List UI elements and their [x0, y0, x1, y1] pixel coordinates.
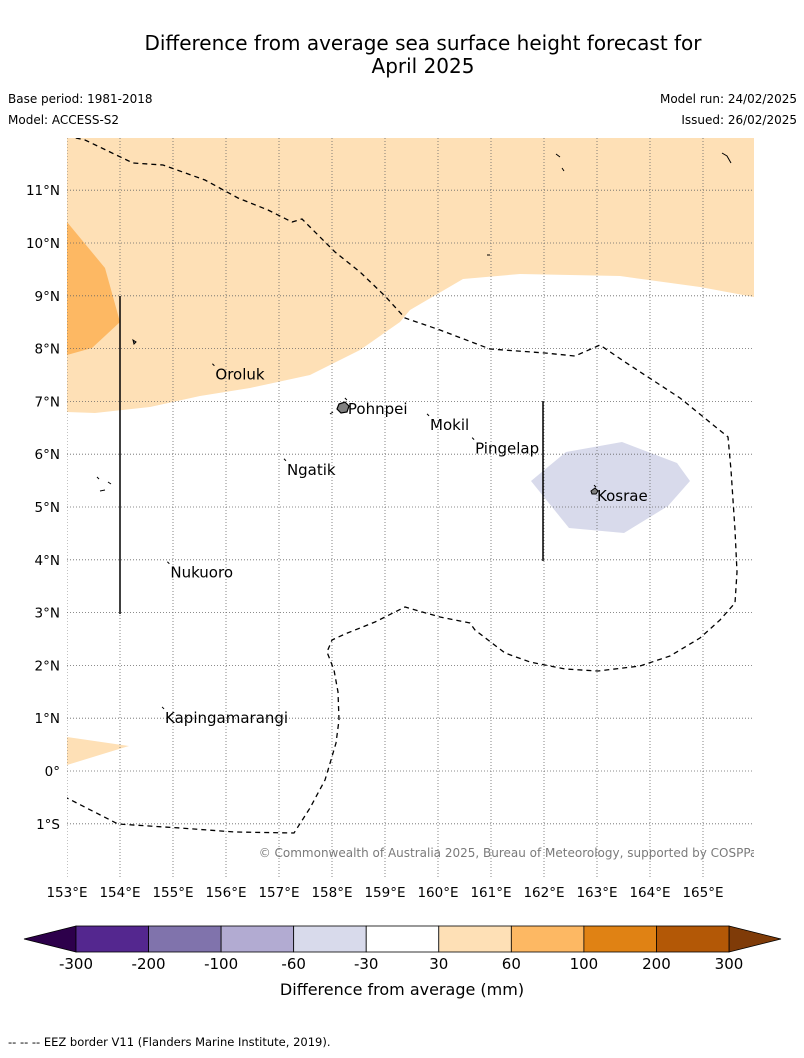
- colorbar-tick-label: -100: [204, 955, 238, 973]
- colorbar-tick-label: -30: [354, 955, 379, 973]
- atoll-small-west: [96, 476, 112, 492]
- place-label: Mokil: [430, 416, 469, 434]
- colorbar: -300 -200 -100 -60 -30 30 60 100 200 300 Differen…: [23, 925, 782, 999]
- place-marker: [471, 437, 475, 440]
- anomaly-region-orange-west: [67, 222, 120, 355]
- place-marker: [166, 561, 170, 565]
- atoll-ant: [329, 411, 334, 415]
- latitude-label: 9°N: [35, 289, 60, 305]
- map-title: Difference from average sea surface heig…: [0, 32, 804, 78]
- latitude-label: 7°N: [35, 394, 60, 410]
- colorbar-boxes: [75, 925, 730, 953]
- latitude-label: 5°N: [35, 500, 60, 516]
- colorbar-tick-label: 300: [715, 955, 744, 973]
- map-title-line1: Difference from average sea surface heig…: [144, 31, 702, 55]
- colorbar-under-triangle: [23, 925, 77, 953]
- place-label: Pohnpei: [348, 400, 408, 418]
- atoll-oroluk-west: [132, 338, 137, 345]
- colorbar-label: Difference from average (mm): [280, 980, 524, 999]
- colorbar-tick-labels: -300 -200 -100 -60 -30 30 60 100 200 300: [59, 955, 743, 973]
- longitude-label: 153°E: [46, 885, 87, 901]
- place-label: Oroluk: [215, 366, 264, 384]
- longitude-label: 155°E: [152, 885, 193, 901]
- longitude-label: 164°E: [629, 885, 670, 901]
- latitude-label: 6°N: [35, 447, 60, 463]
- longitude-label: 154°E: [99, 885, 140, 901]
- eez-footnote: -- -- -- EEZ border V11 (Flanders Marine…: [8, 1035, 331, 1049]
- place-marker: [344, 397, 348, 401]
- colorbar-box: [510, 925, 585, 953]
- issued-text: Issued: 26/02/2025: [681, 113, 797, 127]
- colorbar-box: [220, 925, 295, 953]
- place-label: Pingelap: [475, 440, 539, 458]
- latitude-label: 8°N: [35, 342, 60, 358]
- latitude-label: 3°N: [35, 606, 60, 622]
- latitude-label: 1°S: [36, 817, 60, 833]
- colorbar-tick-label: 100: [570, 955, 599, 973]
- kosrae-island: [590, 487, 599, 495]
- longitude-label: 157°E: [258, 885, 299, 901]
- longitude-label: 161°E: [470, 885, 511, 901]
- place-marker: [212, 363, 215, 367]
- eez-border-north: [67, 138, 738, 834]
- colorbar-tick-label: 30: [429, 955, 448, 973]
- longitude-label: 156°E: [205, 885, 246, 901]
- longitude-label: 162°E: [523, 885, 564, 901]
- colorbar-box: [656, 925, 730, 953]
- colorbar-tick-label: -200: [132, 955, 166, 973]
- place-label: Nukuoro: [170, 564, 233, 582]
- latitude-label: 0°: [45, 764, 60, 780]
- colorbar-tick-label: -300: [59, 955, 93, 973]
- anomaly-region-light-orange-southwest: [67, 737, 129, 765]
- longitude-label: 163°E: [576, 885, 617, 901]
- longitude-label: 159°E: [364, 885, 405, 901]
- place-labels: Oroluk Pohnpei Mokil Pingelap Ngatik Kosrae Nu…: [161, 363, 648, 727]
- colorbar-box: [75, 925, 149, 953]
- anomaly-region-light-orange-north: [67, 138, 754, 413]
- colorbar-box: [583, 925, 657, 953]
- latitude-label: 10°N: [26, 236, 60, 252]
- longitude-label: 160°E: [417, 885, 458, 901]
- longitude-label: 158°E: [311, 885, 352, 901]
- colorbar-tick-label: 200: [642, 955, 671, 973]
- map-title-line2: April 2025: [371, 54, 475, 78]
- base-period-text: Base period: 1981-2018: [8, 92, 153, 106]
- colorbar-box: [148, 925, 222, 953]
- atoll-northeast: [555, 152, 732, 172]
- latitude-label: 4°N: [35, 553, 60, 569]
- colorbar-box: [365, 925, 440, 953]
- colorbar-box: [293, 925, 367, 953]
- colorbar-over-triangle: [728, 925, 782, 953]
- place-marker: [283, 458, 287, 462]
- place-marker: [161, 706, 165, 710]
- place-label: Ngatik: [287, 461, 336, 479]
- place-label: Kapingamarangi: [165, 709, 288, 727]
- place-marker: [593, 484, 597, 488]
- gridlines: [67, 138, 754, 879]
- longitude-labels: 153°E 154°E 155°E 156°E 157°E 158°E 159°E 160°E…: [46, 885, 723, 901]
- model-text: Model: ACCESS-S2: [8, 113, 120, 127]
- latitude-label: 2°N: [35, 658, 60, 674]
- pohnpei-island: [336, 401, 350, 414]
- copyright-text: © Commonwealth of Australia 2025, Bureau…: [259, 846, 764, 860]
- colorbar-tick-label: -60: [281, 955, 306, 973]
- place-marker: [426, 413, 430, 417]
- latitude-label: 11°N: [26, 183, 60, 199]
- colorbar-tick-label: 60: [502, 955, 521, 973]
- model-run-text: Model run: 24/02/2025: [659, 92, 797, 106]
- map-area: Oroluk Pohnpei Mokil Pingelap Ngatik Kosrae Nu…: [67, 138, 764, 879]
- longitude-label: 165°E: [682, 885, 723, 901]
- place-label: Kosrae: [597, 487, 648, 505]
- latitude-label: 1°N: [35, 711, 60, 727]
- colorbar-box: [438, 925, 512, 953]
- latitude-labels: 11°N 10°N 9°N 8°N 7°N 6°N 5°N 4°N 3°N 2°N 1°N 0° 1°S: [26, 183, 60, 833]
